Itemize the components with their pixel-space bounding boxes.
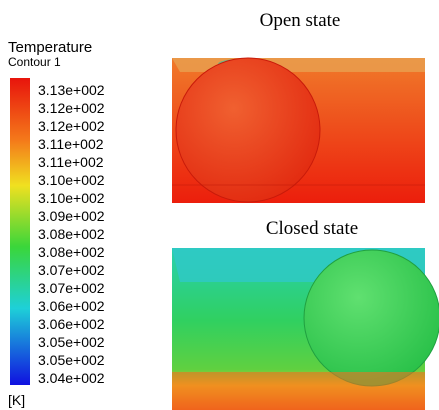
legend-title: Temperature: [8, 39, 92, 56]
legend-unit: [K]: [8, 392, 25, 408]
legend-label: 3.10e+002: [38, 190, 105, 206]
legend-label: 3.05e+002: [38, 334, 105, 350]
legend-label: 3.05e+002: [38, 352, 105, 368]
legend-label: 3.11e+002: [38, 154, 104, 170]
panel-title: Open state: [260, 10, 341, 31]
legend-label: 3.08e+002: [38, 244, 105, 260]
open-state-render: [172, 58, 425, 203]
legend-label: 3.12e+002: [38, 100, 105, 116]
panel-title: Closed state: [266, 218, 358, 239]
legend-label: 3.07e+002: [38, 280, 105, 296]
legend-label: 3.06e+002: [38, 298, 105, 314]
legend-label: 3.13e+002: [38, 82, 105, 98]
figure: Temperature Contour 1 3.13e+002 3.12e+002…: [0, 0, 439, 410]
closed-state-render: [172, 248, 439, 410]
legend-label: 3.09e+002: [38, 208, 105, 224]
legend-label: 3.08e+002: [38, 226, 105, 242]
colorbar: [10, 78, 30, 385]
legend-label: 3.10e+002: [38, 172, 105, 188]
legend-subtitle: Contour 1: [8, 55, 61, 69]
legend-label: 3.06e+002: [38, 316, 105, 332]
legend-label: 3.11e+002: [38, 136, 104, 152]
legend-label: 3.12e+002: [38, 118, 105, 134]
legend-label: 3.07e+002: [38, 262, 105, 278]
legend-label: 3.04e+002: [38, 370, 105, 386]
